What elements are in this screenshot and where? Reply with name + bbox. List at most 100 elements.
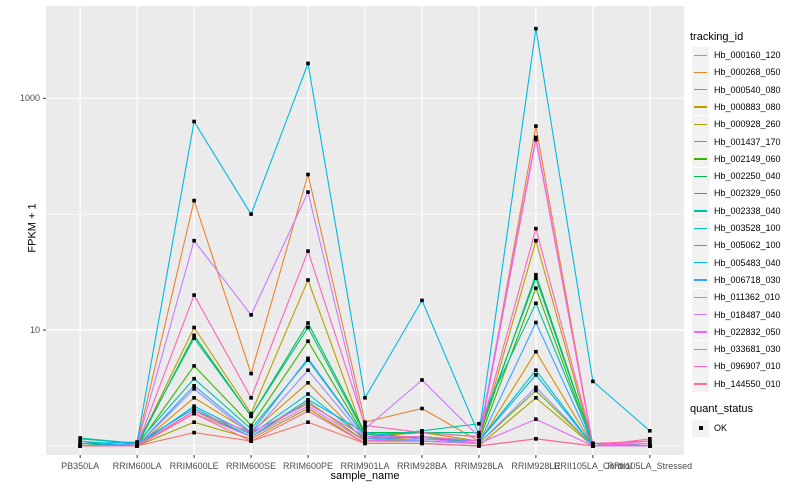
data-point (477, 432, 481, 437)
data-point (192, 376, 196, 381)
data-point (534, 238, 538, 243)
legend-item: Hb_096907_010 (692, 357, 781, 375)
legend-item-label: Hb_001437_170 (714, 136, 781, 147)
x-tick-label: RRIM928BA (396, 461, 447, 471)
legend-item: Hb_002338_040 (692, 202, 781, 220)
legend-item-label: Hb_000540_080 (714, 84, 781, 95)
legend-item-label: Hb_005062_100 (714, 240, 781, 251)
legend-item-label: Hb_033681_030 (714, 344, 781, 355)
legend-key-line-icon (694, 175, 707, 177)
data-point (648, 444, 652, 448)
data-point (534, 276, 538, 280)
data-point (249, 423, 253, 428)
data-point (192, 333, 196, 338)
legend-item-label: Hb_002149_060 (714, 153, 781, 164)
legend-key (692, 340, 709, 358)
legend-item: Hb_033681_030 (692, 340, 781, 358)
legend-item: Hb_002149_060 (692, 150, 781, 168)
data-point (363, 434, 367, 439)
data-point (192, 387, 196, 391)
legend-key (692, 133, 709, 150)
data-point (192, 420, 196, 424)
data-point (306, 368, 310, 372)
data-point (306, 420, 310, 424)
legend-key (692, 375, 709, 393)
data-point (420, 441, 424, 446)
data-point (477, 439, 481, 443)
data-point (249, 371, 253, 376)
data-point (363, 439, 367, 443)
legend-key (692, 150, 709, 168)
legend-key (692, 202, 709, 220)
data-point (363, 423, 367, 428)
legend-item: Hb_000883_080 (692, 98, 781, 116)
x-tick-label: RRII105LA_Control (553, 461, 632, 471)
legend-item: Hb_000268_050 (692, 63, 781, 81)
x-tick-label: PB350LA (61, 461, 100, 471)
data-point (306, 325, 310, 330)
data-point (306, 172, 310, 177)
data-point (78, 439, 82, 443)
x-tick-label: RRIM600PE (283, 461, 334, 471)
data-point (192, 430, 196, 435)
legend-key-line-icon (694, 383, 707, 385)
legend-key (692, 271, 709, 289)
legend-key (692, 46, 709, 64)
legend-key-line-icon (694, 210, 707, 212)
data-point (249, 437, 253, 441)
quant-ok-label: OK (714, 423, 728, 433)
data-point (192, 384, 196, 388)
data-point (534, 385, 538, 390)
data-point (306, 356, 310, 361)
data-point (306, 190, 310, 194)
data-point (363, 427, 367, 431)
data-point (534, 286, 538, 290)
legend-key-line-icon (694, 331, 707, 333)
x-axis-title: sample_name (330, 470, 400, 482)
y-axis-title-text: FPKM + 1 (26, 202, 39, 253)
legend-key-line-icon (694, 192, 707, 195)
data-point (363, 396, 367, 400)
data-point (534, 417, 538, 421)
data-point (534, 320, 538, 325)
legend-item-label: Hb_003528_100 (714, 223, 781, 233)
legend-key (692, 184, 709, 202)
data-point (477, 434, 481, 439)
data-point (192, 409, 196, 413)
data-point (420, 439, 424, 443)
data-point (534, 437, 538, 441)
data-point (363, 437, 367, 441)
legend-key-line-icon (694, 141, 707, 143)
x-tick-label: RRIM928LE (511, 461, 561, 471)
data-point (306, 404, 310, 408)
data-point (306, 406, 310, 411)
data-point (477, 430, 481, 435)
data-point (192, 119, 196, 124)
data-point (534, 388, 538, 393)
legend-key-line-icon (694, 227, 707, 229)
data-point (420, 298, 424, 303)
legend-key-line-icon (694, 348, 707, 350)
legend-key (692, 81, 709, 99)
data-point (534, 368, 538, 372)
data-point (78, 441, 82, 446)
legend-item: Hb_001437_170 (692, 133, 781, 150)
data-point (306, 402, 310, 406)
legend-key-line-icon (694, 314, 707, 316)
data-point (306, 278, 310, 282)
data-point (534, 396, 538, 400)
legend-item: Hb_002329_050 (692, 184, 781, 202)
quant-status-title: quant_status (690, 402, 753, 415)
legend-key (692, 167, 709, 185)
data-point (249, 430, 253, 435)
x-tick-label: RRIM600LE (169, 461, 219, 471)
x-tick-label: RRIM901LA (340, 461, 390, 471)
data-point (249, 427, 253, 431)
x-tick-label: RRIM928LA (454, 461, 504, 471)
legend-item: Hb_022832_050 (692, 323, 781, 341)
legend-key (692, 306, 709, 323)
legend-item-label: Hb_018487_040 (714, 309, 781, 320)
data-point (306, 409, 310, 413)
legend-item-label: Hb_022832_050 (714, 326, 781, 337)
